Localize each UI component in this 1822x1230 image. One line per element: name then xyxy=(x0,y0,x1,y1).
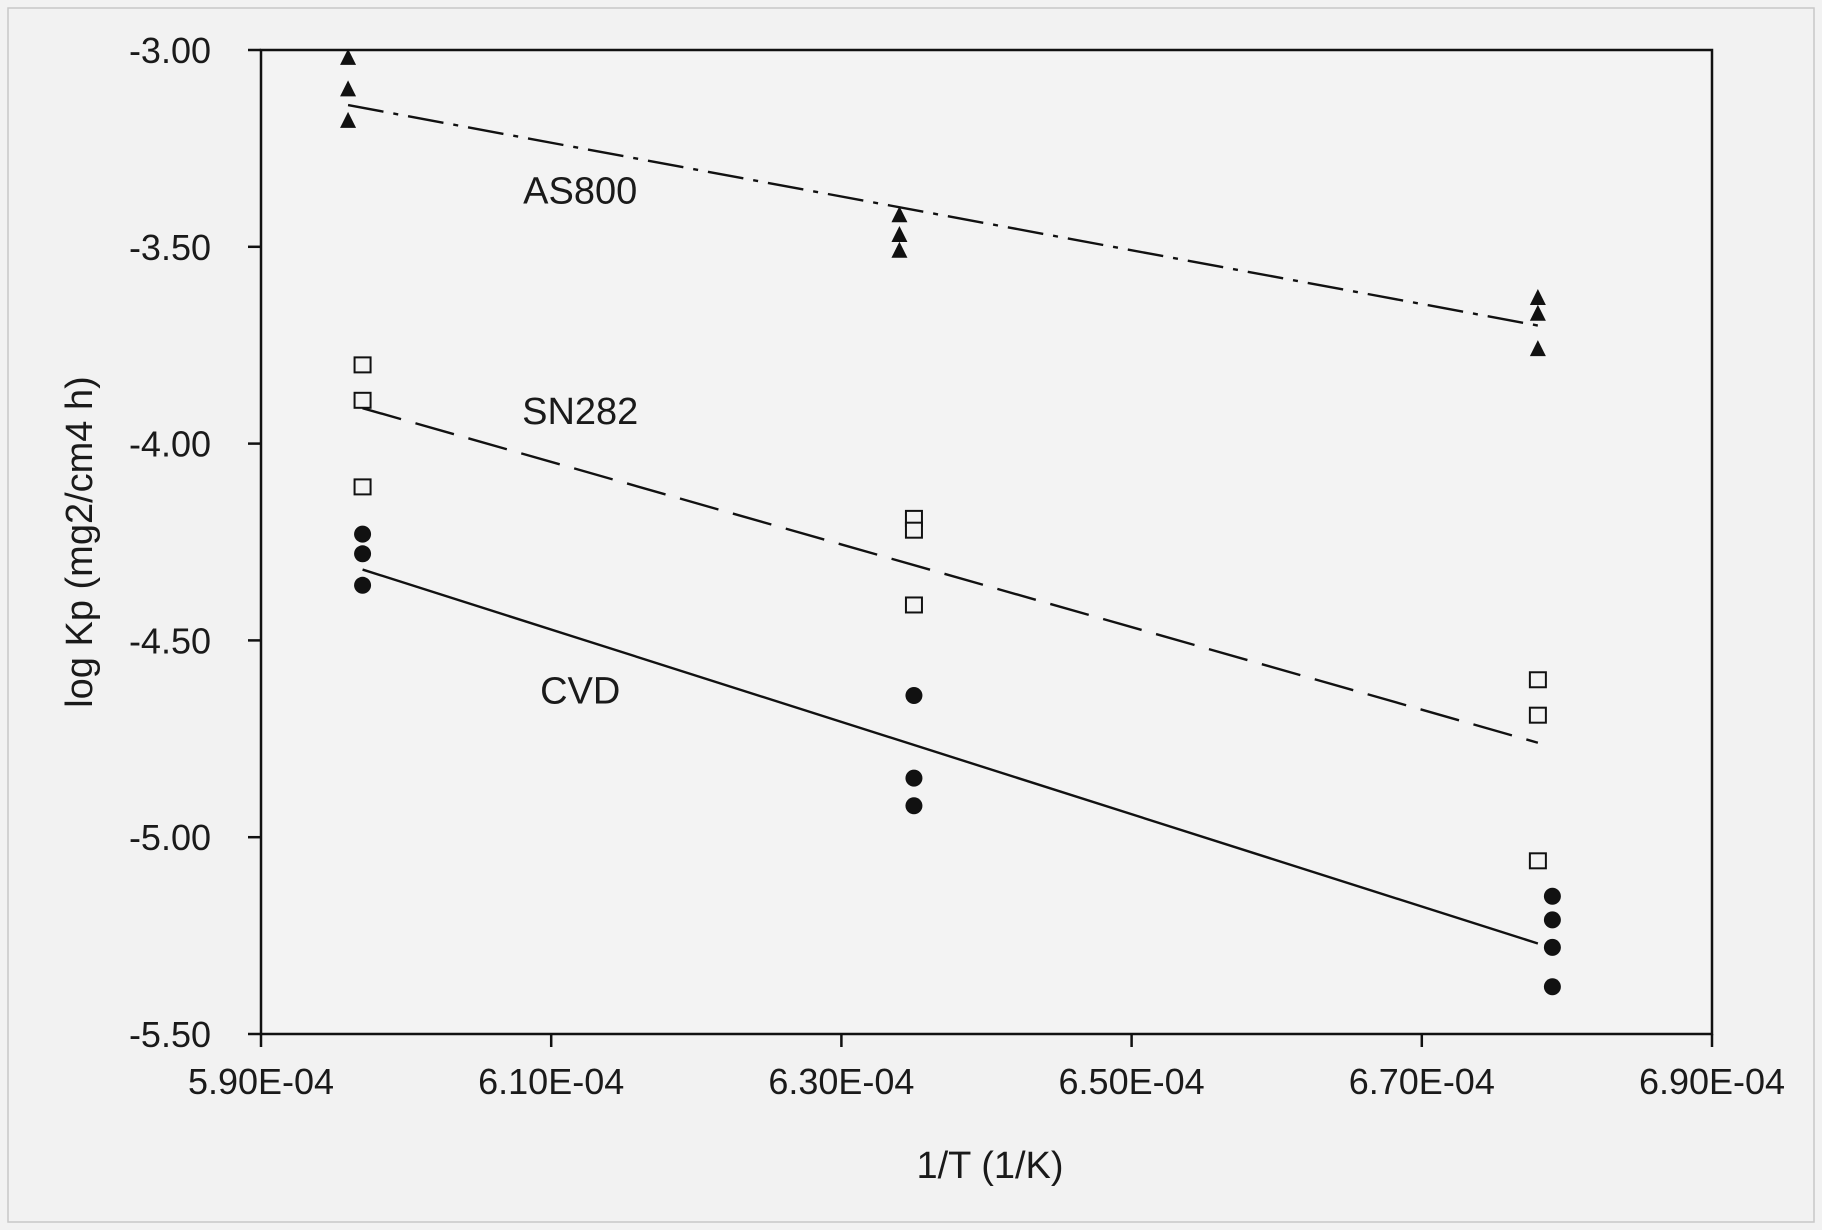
fit-line-cvd xyxy=(362,568,1539,945)
marker-as800 xyxy=(891,206,908,223)
marker-cvd xyxy=(354,525,372,543)
marker-as800 xyxy=(891,241,908,258)
x-tick-label: 6.90E-04 xyxy=(1639,1061,1785,1102)
marker-as800 xyxy=(340,48,357,65)
x-tick-label: 5.90E-04 xyxy=(188,1061,334,1102)
marker-as800 xyxy=(1529,304,1546,321)
marker-sn282 xyxy=(1528,706,1547,724)
x-tick-label: 6.50E-04 xyxy=(1059,1061,1205,1102)
marker-cvd xyxy=(1543,938,1561,956)
marker-as800 xyxy=(340,80,357,97)
marker-cvd xyxy=(905,687,923,705)
marker-cvd xyxy=(905,769,923,787)
series-label-as800: AS800 xyxy=(523,171,637,213)
series-labels: AS800 SN282 CVD xyxy=(522,171,638,713)
marker-cvd xyxy=(354,545,372,563)
marker-sn282 xyxy=(353,391,372,409)
marker-as800 xyxy=(891,225,908,242)
fit-line-as800 xyxy=(347,103,1539,327)
marker-cvd xyxy=(1543,887,1561,905)
marker-as800 xyxy=(1529,340,1546,357)
marker-sn282 xyxy=(1528,852,1547,870)
marker-sn282 xyxy=(904,521,923,539)
marker-cvd xyxy=(1543,978,1561,996)
y-tick-label: -5.00 xyxy=(129,817,211,858)
marker-sn282 xyxy=(1528,671,1547,689)
marker-cvd xyxy=(354,576,372,594)
y-tick-label: -4.50 xyxy=(129,620,211,661)
marker-sn282 xyxy=(904,596,923,614)
marker-cvd xyxy=(905,797,923,815)
y-tick-label: -3.00 xyxy=(129,30,211,71)
fit-lines xyxy=(347,103,1539,945)
x-tick-label: 6.10E-04 xyxy=(478,1061,624,1102)
y-tick-label: -4.00 xyxy=(129,424,211,465)
y-tick-label: -5.50 xyxy=(129,1014,211,1055)
x-axis-label: 1/T (1/K) xyxy=(916,1145,1063,1187)
y-tick-label: -3.50 xyxy=(129,227,211,268)
marker-as800 xyxy=(340,111,357,128)
y-axis-label: log Kp (mg2/cm4 h) xyxy=(59,376,101,708)
x-tick-label: 6.70E-04 xyxy=(1349,1061,1495,1102)
marker-cvd xyxy=(1543,911,1561,929)
series-label-cvd: CVD xyxy=(540,670,620,712)
marker-sn282 xyxy=(353,356,372,374)
marker-as800 xyxy=(1529,288,1546,305)
x-axis: 5.90E-04 6.10E-04 6.30E-04 6.50E-04 6.70E-04… xyxy=(188,1034,1785,1102)
marker-sn282 xyxy=(353,478,372,496)
data-markers xyxy=(340,48,1561,996)
fit-line-sn282 xyxy=(362,407,1539,744)
x-tick-label: 6.30E-04 xyxy=(768,1061,914,1102)
y-axis: -3.00 -3.50 -4.00 -4.50 -5.00 -5.50 xyxy=(129,30,261,1055)
plot-area xyxy=(259,48,1714,1036)
series-label-sn282: SN282 xyxy=(522,391,638,433)
